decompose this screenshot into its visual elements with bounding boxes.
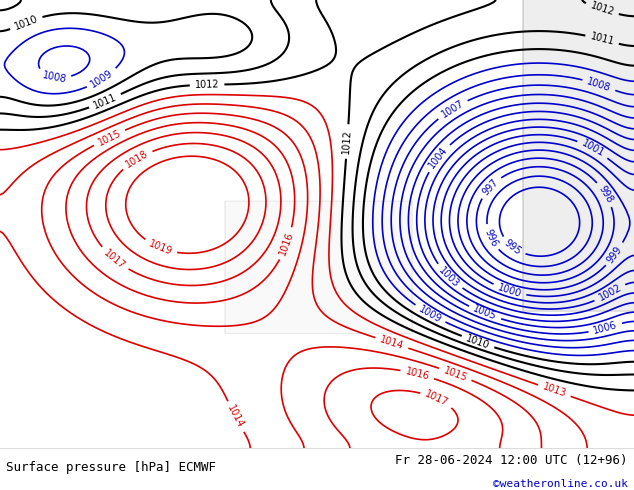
Text: Surface pressure [hPa] ECMWF: Surface pressure [hPa] ECMWF bbox=[6, 461, 216, 474]
Text: 1012: 1012 bbox=[342, 129, 353, 154]
Text: 1005: 1005 bbox=[472, 304, 498, 322]
Text: 1016: 1016 bbox=[278, 231, 295, 257]
Text: 1004: 1004 bbox=[427, 145, 450, 171]
Text: 1006: 1006 bbox=[592, 320, 618, 336]
Text: 998: 998 bbox=[597, 184, 614, 205]
Text: Fr 28-06-2024 12:00 UTC (12+96): Fr 28-06-2024 12:00 UTC (12+96) bbox=[395, 454, 628, 467]
Text: 1011: 1011 bbox=[92, 92, 119, 111]
Text: 997: 997 bbox=[481, 177, 500, 197]
Text: 1010: 1010 bbox=[13, 13, 39, 32]
Text: 1016: 1016 bbox=[404, 366, 430, 382]
Text: 1000: 1000 bbox=[496, 282, 523, 299]
Text: 1007: 1007 bbox=[439, 98, 465, 120]
Text: 1003: 1003 bbox=[437, 265, 462, 289]
Text: 1015: 1015 bbox=[442, 365, 469, 383]
Text: ©weatheronline.co.uk: ©weatheronline.co.uk bbox=[493, 479, 628, 489]
Text: 1009: 1009 bbox=[89, 68, 115, 90]
Text: 996: 996 bbox=[482, 227, 499, 248]
Text: 1010: 1010 bbox=[465, 333, 491, 351]
Text: 1015: 1015 bbox=[96, 127, 122, 147]
Text: 995: 995 bbox=[503, 238, 523, 257]
Text: 1012: 1012 bbox=[195, 79, 219, 90]
Text: 1017: 1017 bbox=[101, 247, 127, 271]
Text: 1019: 1019 bbox=[147, 239, 174, 257]
Text: 1008: 1008 bbox=[586, 76, 612, 93]
Text: 1012: 1012 bbox=[589, 0, 616, 18]
Text: 1009: 1009 bbox=[417, 304, 443, 324]
Text: 1014: 1014 bbox=[378, 334, 405, 351]
Text: 1013: 1013 bbox=[541, 382, 567, 399]
Text: 1008: 1008 bbox=[41, 70, 67, 85]
Text: 1011: 1011 bbox=[589, 31, 615, 47]
Text: 1017: 1017 bbox=[424, 389, 450, 409]
Text: 1018: 1018 bbox=[124, 148, 150, 170]
Text: 1001: 1001 bbox=[580, 138, 606, 159]
Text: 1014: 1014 bbox=[226, 404, 245, 430]
Text: 1002: 1002 bbox=[597, 283, 623, 303]
Text: 999: 999 bbox=[605, 244, 624, 265]
